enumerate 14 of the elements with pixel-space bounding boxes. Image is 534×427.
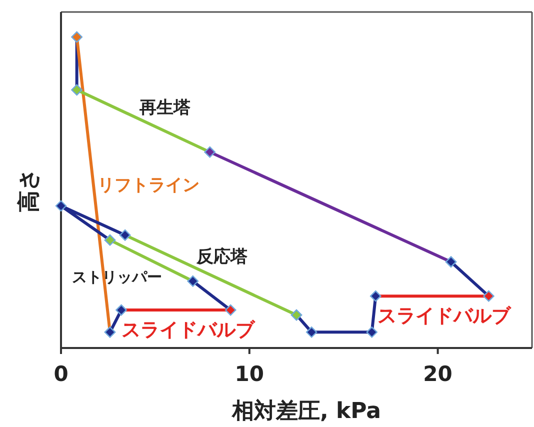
point [55, 200, 67, 212]
annotation: 反応塔 [196, 247, 248, 267]
series-label: リフトライン [97, 176, 200, 196]
series-label: スライドバルブ [121, 319, 256, 342]
x-tick-label: 20 [423, 362, 452, 386]
x-axis-title: 相対差圧, kPa [230, 398, 382, 424]
x-tick-label: 10 [234, 362, 264, 386]
x-tick-label: 0 [54, 362, 68, 386]
annotation: ストリッパー [72, 268, 162, 286]
point [306, 326, 318, 338]
y-axis-title: 高さ [16, 168, 42, 212]
series-label: スライドバルブ [378, 305, 512, 328]
annotation: 再生塔 [138, 98, 192, 118]
point [366, 326, 378, 338]
